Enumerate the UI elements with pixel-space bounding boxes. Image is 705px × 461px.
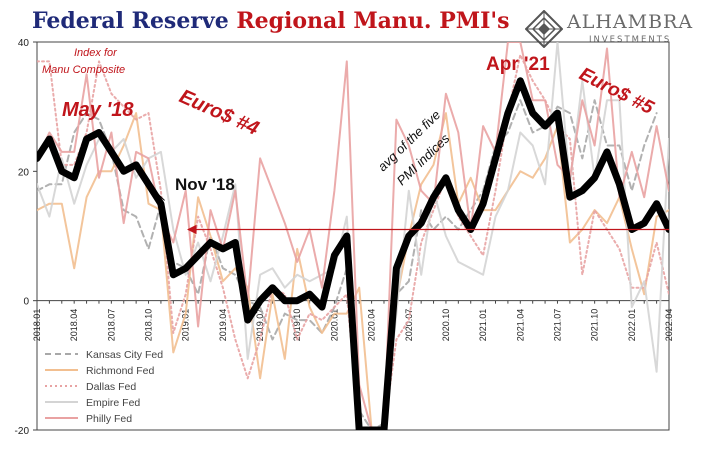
y-tick-label: 40 xyxy=(18,38,30,49)
brand-name: ALHAMBRA xyxy=(567,11,694,33)
x-tick-label: 2018.04 xyxy=(69,309,79,342)
reference-layer xyxy=(156,192,669,235)
legend-label: Dallas Fed xyxy=(86,381,136,393)
title-part-1: Federal Reserve xyxy=(32,8,237,34)
series-line-composite xyxy=(37,77,669,430)
brand-subtitle: INVESTMENTS xyxy=(589,35,672,45)
legend: Kansas City Fed Richmond Fed Dallas Fed Emp… xyxy=(45,349,163,425)
annotation-label: Index for xyxy=(74,47,118,59)
annotation-label: Euro$ #4 xyxy=(176,85,262,139)
annotation-label: Euro$ #5 xyxy=(576,64,657,119)
x-tick-label: 2018.07 xyxy=(106,309,116,342)
legend-label: Kansas City Fed xyxy=(86,349,163,361)
annotation-label: Manu Composite xyxy=(42,64,125,76)
x-tick-label: 2019.07 xyxy=(255,309,265,342)
chart-title: Federal Reserve Regional Manu. PMI's xyxy=(32,8,510,34)
x-tick-label: 2021.07 xyxy=(552,309,562,342)
x-tick-label: 2021.10 xyxy=(590,309,600,342)
legend-label: Richmond Fed xyxy=(86,365,154,377)
plot-frame xyxy=(36,41,670,431)
legend-label: Empire Fed xyxy=(86,397,140,409)
x-tick-label: 2019.01 xyxy=(181,309,191,342)
x-tick-label: 2021.01 xyxy=(478,309,488,342)
x-tick-label: 2020.04 xyxy=(367,309,377,342)
x-tick-label: 2020.10 xyxy=(441,309,451,342)
x-tick-label: 2022.04 xyxy=(664,309,674,342)
x-tick-label: 2022.01 xyxy=(627,309,637,342)
x-tick-label: 2018.01 xyxy=(32,309,42,342)
title-part-2: Regional Manu. PMI's xyxy=(236,8,510,34)
axes-layer: -20 0 20 40 2018.01 2018.04 2018.07 2018.10 2019… xyxy=(15,38,674,437)
x-tick-label: 2018.10 xyxy=(144,309,154,342)
legend-label: Philly Fed xyxy=(86,413,132,425)
y-tick-label: -20 xyxy=(15,426,30,437)
x-tick-label: 2019.10 xyxy=(292,309,302,342)
x-tick-label: 2021.04 xyxy=(515,309,525,342)
x-tick-label: 2020.01 xyxy=(329,309,339,342)
x-tick-label: 2020.07 xyxy=(404,309,414,342)
brand-block: ALHAMBRA INVESTMENTS xyxy=(525,10,700,50)
nov-18-pointer xyxy=(156,192,165,201)
annotation-label: May '18 xyxy=(62,99,134,121)
y-tick-label: 0 xyxy=(23,297,29,308)
x-tick-label: 2019.04 xyxy=(218,309,228,342)
series-layer xyxy=(37,42,669,430)
annotation-label: Nov '18 xyxy=(175,175,235,194)
y-tick-label: 20 xyxy=(18,167,30,178)
annotation-label: Apr '21 xyxy=(486,54,550,75)
alhambra-logo-icon xyxy=(525,10,563,48)
